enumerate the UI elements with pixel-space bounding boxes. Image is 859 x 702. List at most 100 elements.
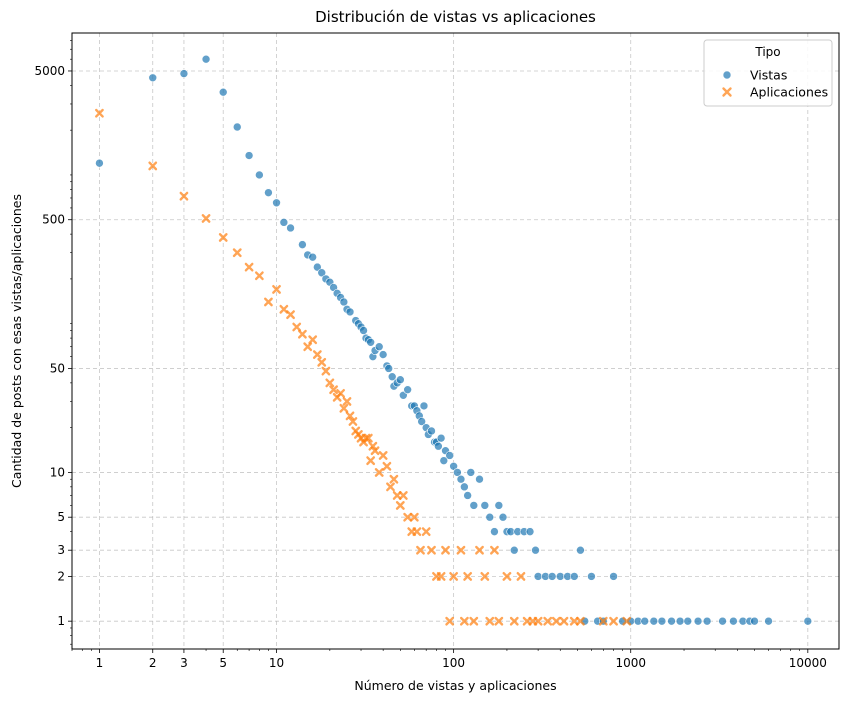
point-aplicaciones	[403, 512, 413, 522]
point-aplicaciones	[490, 545, 499, 555]
point-aplicaciones	[389, 474, 399, 484]
point-vistas	[609, 572, 618, 581]
point-vistas	[313, 262, 322, 272]
point-aplicaciones	[329, 385, 338, 395]
x-tick-label: 100	[442, 656, 465, 670]
point-vistas	[403, 385, 412, 394]
point-aplicaciones	[416, 545, 425, 555]
x-tick-label: 10000	[789, 656, 827, 670]
point-aplicaciones	[363, 433, 373, 443]
point-vistas	[569, 572, 579, 581]
point-vistas	[272, 198, 281, 208]
point-vistas	[359, 326, 368, 335]
point-aplicaciones	[463, 571, 473, 581]
point-vistas	[555, 572, 565, 581]
point-vistas	[232, 122, 242, 132]
point-aplicaciones	[441, 545, 450, 555]
y-tick-label: 5000	[34, 64, 65, 78]
point-vistas	[417, 417, 426, 426]
point-aplicaciones	[436, 571, 446, 581]
point-aplicaciones	[342, 397, 352, 406]
point-vistas	[436, 433, 446, 443]
point-aplicaciones	[321, 366, 331, 376]
point-vistas	[683, 616, 693, 626]
point-aplicaciones	[286, 310, 295, 320]
y-tick-label: 5	[57, 510, 65, 524]
point-vistas	[396, 375, 405, 385]
point-aplicaciones	[398, 491, 408, 500]
point-vistas	[469, 501, 479, 510]
point-vistas	[649, 616, 659, 626]
point-aplicaciones	[308, 335, 318, 345]
point-aplicaciones	[622, 616, 632, 626]
point-aplicaciones	[279, 304, 289, 314]
point-aplicaciones	[348, 417, 358, 426]
point-aplicaciones	[95, 108, 104, 118]
point-vistas	[494, 501, 504, 510]
legend-box	[703, 39, 833, 107]
point-vistas	[308, 252, 317, 262]
y-tick-label: 1	[57, 614, 65, 628]
point-vistas	[533, 572, 543, 581]
point-vistas	[675, 616, 685, 626]
point-aplicaciones	[551, 616, 561, 626]
plot-points	[95, 54, 813, 626]
point-vistas	[449, 461, 458, 471]
point-aplicaciones	[494, 616, 504, 626]
point-aplicaciones	[179, 191, 189, 201]
point-vistas	[317, 268, 327, 278]
point-aplicaciones	[370, 446, 380, 456]
point-vistas	[525, 527, 535, 536]
point-aplicaciones	[298, 329, 307, 339]
point-aplicaciones	[218, 233, 228, 242]
point-vistas	[509, 545, 519, 555]
point-aplicaciones	[576, 616, 585, 626]
x-axis-label: Número de vistas y aplicaciones	[354, 678, 556, 693]
point-aplicaciones	[325, 378, 335, 388]
legend-vistas-label: Vistas	[750, 68, 787, 83]
point-aplicaciones	[374, 468, 384, 477]
point-vistas	[463, 491, 472, 500]
point-vistas	[298, 240, 307, 249]
point-vistas	[667, 616, 676, 626]
point-vistas	[445, 451, 454, 460]
point-vistas	[366, 337, 375, 347]
point-aplicaciones	[272, 285, 281, 294]
point-vistas	[531, 545, 540, 555]
point-vistas	[750, 616, 759, 626]
point-aplicaciones	[366, 456, 376, 466]
point-vistas	[587, 572, 596, 581]
point-vistas	[803, 616, 813, 626]
point-vistas	[729, 616, 738, 626]
point-vistas	[576, 545, 585, 555]
point-aplicaciones	[445, 616, 455, 626]
point-vistas	[378, 350, 388, 359]
point-aplicaciones	[395, 501, 405, 510]
axis-ticks: 1 2 3 5 10 100 1000 10000 1 2 3 5 10 50 500 5000	[34, 40, 827, 670]
point-aplicaciones	[317, 357, 327, 367]
point-vistas	[657, 616, 667, 626]
point-vistas	[439, 456, 449, 465]
point-vistas	[456, 474, 466, 484]
point-aplicaciones	[475, 545, 484, 555]
point-vistas	[640, 616, 650, 626]
chart-title: Distribución de vistas vs aplicaciones	[315, 8, 596, 26]
point-aplicaciones	[386, 482, 395, 492]
x-tick-label: 2	[149, 656, 157, 670]
point-vistas	[434, 441, 443, 451]
point-aplicaciones	[480, 571, 490, 581]
point-aplicaciones	[336, 388, 345, 398]
point-aplicaciones	[509, 616, 519, 626]
point-aplicaciones	[502, 571, 512, 581]
x-tick-label: 10	[269, 656, 284, 670]
point-aplicaciones	[516, 571, 526, 581]
point-vistas	[244, 151, 254, 160]
point-vistas	[95, 158, 104, 168]
point-aplicaciones	[148, 161, 158, 171]
point-aplicaciones	[569, 616, 579, 626]
point-vistas	[255, 170, 264, 180]
point-vistas	[702, 616, 712, 626]
point-vistas	[264, 188, 273, 197]
point-aplicaciones	[412, 527, 422, 537]
